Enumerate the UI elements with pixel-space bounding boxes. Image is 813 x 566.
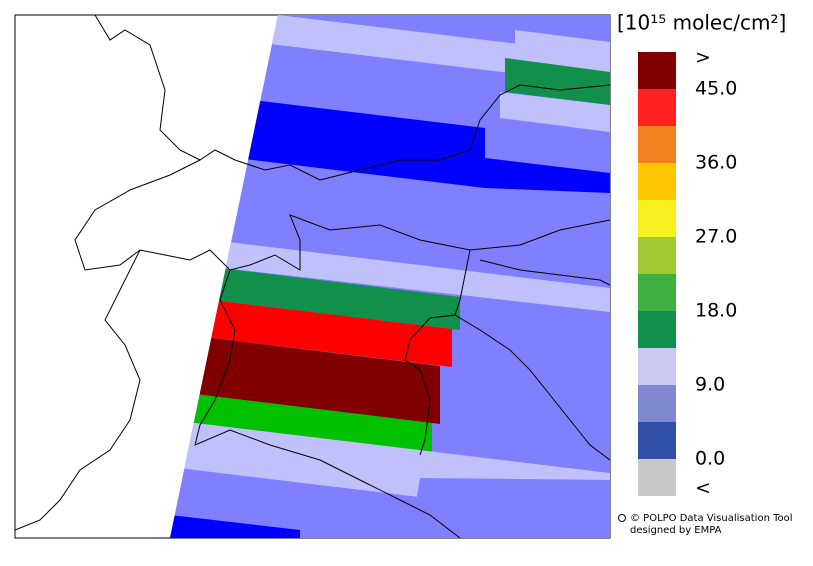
border [74,159,610,271]
pixel-band [170,295,452,367]
colorbar-label: 0.0 [695,448,725,470]
colorbar-label: 27.0 [695,226,737,248]
colorbar-segment [638,200,676,237]
colorbar-label: 45.0 [695,78,737,100]
colorbar-segment [638,459,676,496]
country-borders [15,15,610,538]
colorbar-segment [638,237,676,274]
pixel-band [170,235,610,312]
colorbar-segment [638,274,676,311]
pixel-band [170,333,440,424]
border [15,249,141,531]
pixel-band [500,92,610,132]
colorbar-segment [638,126,676,163]
colorbar-segment [638,52,676,89]
credit-icon [618,514,626,522]
credit: designed by EMPA [630,525,722,536]
pixel-band [485,158,610,193]
pixel-band [410,478,610,538]
colorbar-segment [638,311,676,348]
colorbar-label: < [695,477,711,499]
credit: © POLPO Data Visualisation Tool [630,513,793,524]
pixel-band [515,30,610,72]
pixel-band [170,391,432,452]
border [479,259,610,286]
colorbar-title: [10¹⁵ molec/cm²] [617,11,786,35]
border [404,249,471,456]
border [454,314,610,461]
colorbar-label: 36.0 [695,152,737,174]
colorbar-segment [638,89,676,126]
colorbar-label: 18.0 [695,300,737,322]
pixel-band [170,15,610,85]
colorbar: >45.0 36.0 27.0 18.0 9.0 0.0 < [638,47,737,499]
border [94,15,610,181]
colorbar-label: > [695,47,711,69]
pixel-band [170,262,460,330]
colorbar-segment [638,385,676,422]
colorbar-segment [638,422,676,459]
colorbar-segment [638,348,676,385]
pixel-band [170,515,300,538]
pixel-band [505,58,610,105]
colorbar-label: 9.0 [695,374,725,396]
border [194,269,461,538]
colorbar-segment [638,163,676,200]
